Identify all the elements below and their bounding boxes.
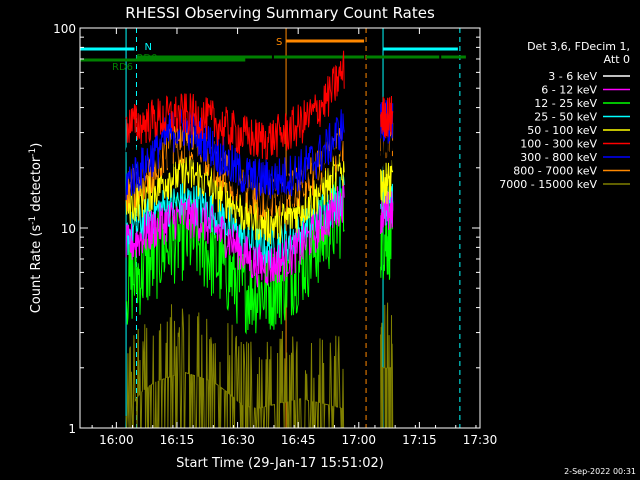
- y-tick-label: 100: [53, 22, 76, 36]
- x-tick-label: 16:00: [99, 433, 134, 447]
- chart-title: RHESSI Observing Summary Count Rates: [125, 4, 435, 22]
- legend-entry-label: 6 - 12 keV: [541, 84, 597, 97]
- legend-header-0: Det 3,6, FDecim 1,: [527, 40, 630, 53]
- y-tick-label: 10: [61, 222, 76, 236]
- y-axis-label: Count Rate (s-1 detector-1): [28, 143, 44, 314]
- series-trace-1-segment-1: [380, 191, 394, 235]
- x-tick-label: 17:30: [463, 433, 498, 447]
- legend-entry-label: 12 - 25 keV: [534, 97, 597, 110]
- legend-entry-label: 50 - 100 keV: [527, 124, 597, 137]
- flag-label-s: S: [276, 37, 282, 48]
- series-trace-2-segment-0: [125, 175, 345, 335]
- legend-entry-label: 7000 - 15000 keV: [499, 178, 597, 191]
- axes: 16:00 16:15 16:30 16:45 17:00 17:15 17:30 1 10 10…: [53, 22, 497, 447]
- render-timestamp: 2-Sep-2022 00:31: [564, 467, 636, 476]
- series-trace-8-segment-1: [380, 302, 394, 429]
- x-axis-label: Start Time (29-Jan-17 15:51:02): [176, 456, 384, 471]
- flag-label-rd0: RD0: [136, 53, 157, 64]
- series-trace-5-segment-1: [380, 95, 394, 139]
- legend-entry-label: 100 - 300 keV: [520, 138, 597, 151]
- x-tick-label: 16:45: [281, 433, 316, 447]
- series-trace-4-segment-1: [380, 159, 394, 204]
- series-trace-6-segment-0: [125, 108, 345, 200]
- legend-entry-label: 25 - 50 keV: [534, 111, 597, 124]
- x-tick-label: 16:15: [160, 433, 195, 447]
- flag-label-rd6: RD6: [112, 62, 133, 73]
- series-trace-4-segment-0: [125, 151, 345, 245]
- x-tick-label: 16:30: [220, 433, 255, 447]
- flag-label-n: N: [144, 42, 151, 53]
- legend-entry-label: 800 - 7000 keV: [513, 165, 597, 178]
- y-tick-label: 1: [68, 422, 76, 436]
- legend-entry-label: 3 - 6 keV: [548, 70, 597, 83]
- series-trace-1-segment-0: [125, 181, 345, 288]
- x-tick-label: 17:15: [402, 433, 437, 447]
- series-trace-8-segment-0: [125, 304, 345, 429]
- legend-entry-label: 300 - 800 keV: [520, 151, 597, 164]
- legend-header-1: Att 0: [604, 53, 630, 66]
- x-tick-label: 17:00: [341, 433, 376, 447]
- series-trace-5-segment-0: [125, 50, 345, 160]
